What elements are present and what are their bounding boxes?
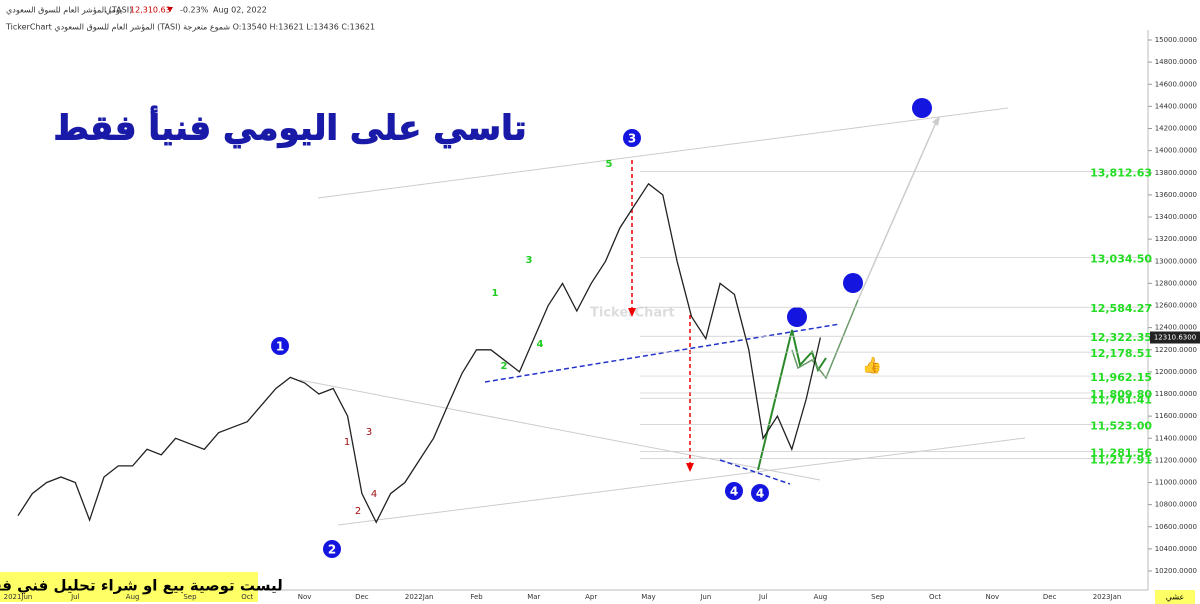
y-tick-label: 14800.0000	[1155, 58, 1197, 66]
wave-label-red: 4	[371, 489, 377, 500]
y-tick-label: 14400.0000	[1155, 102, 1197, 110]
level-label: 11,523.00	[1090, 420, 1152, 433]
level-label: 11,217.91	[1090, 453, 1152, 466]
header-symbol: المؤشر العام للسوق السعودي (TASI)	[6, 6, 132, 15]
note: ليست توصية بيع او شراء تحليل فني فقط	[0, 577, 283, 595]
x-tick-label: Apr	[585, 593, 597, 601]
header-price: 12,310.63	[130, 6, 171, 15]
header-date: Aug 02, 2022	[213, 6, 267, 15]
x-tick-label: Jul	[758, 593, 768, 601]
level-label: 11,761.41	[1090, 393, 1152, 406]
x-tick-label: 2023Jan	[1093, 593, 1122, 601]
level-label: 11,809.80	[1090, 388, 1152, 401]
y-tick-label: 10800.0000	[1155, 501, 1197, 509]
wave-label: 4	[730, 485, 738, 499]
y-tick-label: 13200.0000	[1155, 235, 1197, 243]
wave-label: 3	[628, 132, 636, 146]
price-line	[17, 182, 822, 524]
level-label: 12,584.27	[1090, 302, 1152, 315]
x-tick-label: Nov	[986, 593, 1000, 601]
y-tick-label: 13000.0000	[1155, 257, 1197, 265]
x-tick-label: Dec	[1043, 593, 1057, 601]
x-tick-label: Sep	[871, 593, 885, 601]
x-tick-label: Aug	[814, 593, 828, 601]
wave-label: 2	[328, 543, 336, 557]
level-label: 13,034.50	[1090, 252, 1152, 265]
x-tick-label: Oct	[929, 593, 941, 601]
y-tick-label: 11600.0000	[1155, 412, 1197, 420]
y-tick-label: 11400.0000	[1155, 434, 1197, 442]
y-tick-label: 10200.0000	[1155, 567, 1197, 575]
y-tick-label: 11200.0000	[1155, 456, 1197, 464]
y-tick-label: 13600.0000	[1155, 191, 1197, 199]
level-label: 12,178.51	[1090, 347, 1152, 360]
wave-circle	[751, 484, 769, 502]
x-tick-label: Jun	[699, 593, 711, 601]
y-tick-label: 15000.0000	[1155, 36, 1197, 44]
header-change: -0.23%	[180, 6, 209, 15]
wave-label-red: 2	[355, 506, 361, 517]
level-label: 11,281.56	[1090, 446, 1152, 459]
axis-panel	[1145, 30, 1200, 590]
y-tick-label: 14200.0000	[1155, 125, 1197, 133]
header-period: يومي	[105, 6, 122, 15]
y-tick-label: 10600.0000	[1155, 523, 1197, 531]
trendlines: 👍	[299, 98, 1026, 526]
wave-circle	[323, 540, 341, 558]
x-tick-label: Nov	[298, 593, 312, 601]
header-info: TickerChart المؤشر العام للسوق السعودي (…	[5, 23, 375, 32]
y-tick-label: 13800.0000	[1155, 169, 1197, 177]
corner-label: عشي	[1166, 593, 1185, 602]
x-tick-label: Oct	[241, 593, 253, 601]
y-tick-label: 12000.0000	[1155, 368, 1197, 376]
y-tick-label: 11800.0000	[1155, 390, 1197, 398]
wave-label-green: 3	[526, 255, 533, 266]
x-tick-label: Dec	[355, 593, 369, 601]
y-tick-label: 14000.0000	[1155, 147, 1197, 155]
wave-circle	[725, 482, 743, 500]
wave-circle	[623, 129, 641, 147]
y-tick-label: 12400.0000	[1155, 324, 1197, 332]
x-tick-label: May	[641, 593, 655, 601]
last-price-box	[1150, 331, 1200, 344]
wave-label-green: 1	[492, 288, 499, 299]
x-tick-label: 2021Jun	[4, 593, 33, 601]
x-tick-label: Aug	[126, 593, 140, 601]
level-label: 12,322.35	[1090, 331, 1152, 344]
x-tick-label: Mar	[527, 593, 540, 601]
wave-label-green: 4	[537, 339, 544, 350]
x-tick-label: Feb	[470, 593, 483, 601]
level-label: 13,812.63	[1090, 166, 1152, 179]
down-arrow	[167, 7, 173, 12]
y-tick-label: 12800.0000	[1155, 279, 1197, 287]
last-price-label: 12310.6300	[1154, 334, 1196, 342]
wave-label-red: 1	[344, 437, 350, 448]
y-tick-label: 11000.0000	[1155, 479, 1197, 487]
x-tick-label: Jul	[70, 593, 80, 601]
y-tick-label: 12200.0000	[1155, 346, 1197, 354]
level-label: 11,962.15	[1090, 371, 1152, 384]
x-tick-label: Sep	[183, 593, 197, 601]
chart-title: تاسي على اليومي فنيأ فقط	[53, 106, 526, 149]
note-box	[0, 572, 258, 602]
wave-label-green: 5	[606, 159, 613, 170]
corner-box	[1155, 590, 1195, 604]
wave-circle	[271, 337, 289, 355]
wave-label: 4	[756, 487, 764, 501]
wave-label-green: 2	[501, 361, 508, 372]
x-tick-label: 2022Jan	[405, 593, 434, 601]
y-tick-label: 10400.0000	[1155, 545, 1197, 553]
y-tick-label: 14600.0000	[1155, 80, 1197, 88]
y-tick-label: 12600.0000	[1155, 302, 1197, 310]
wave-label-red: 3	[366, 427, 372, 438]
wave-label: 1	[276, 340, 284, 354]
y-tick-label: 13400.0000	[1155, 213, 1197, 221]
svg-text:👍: 👍	[862, 356, 882, 375]
